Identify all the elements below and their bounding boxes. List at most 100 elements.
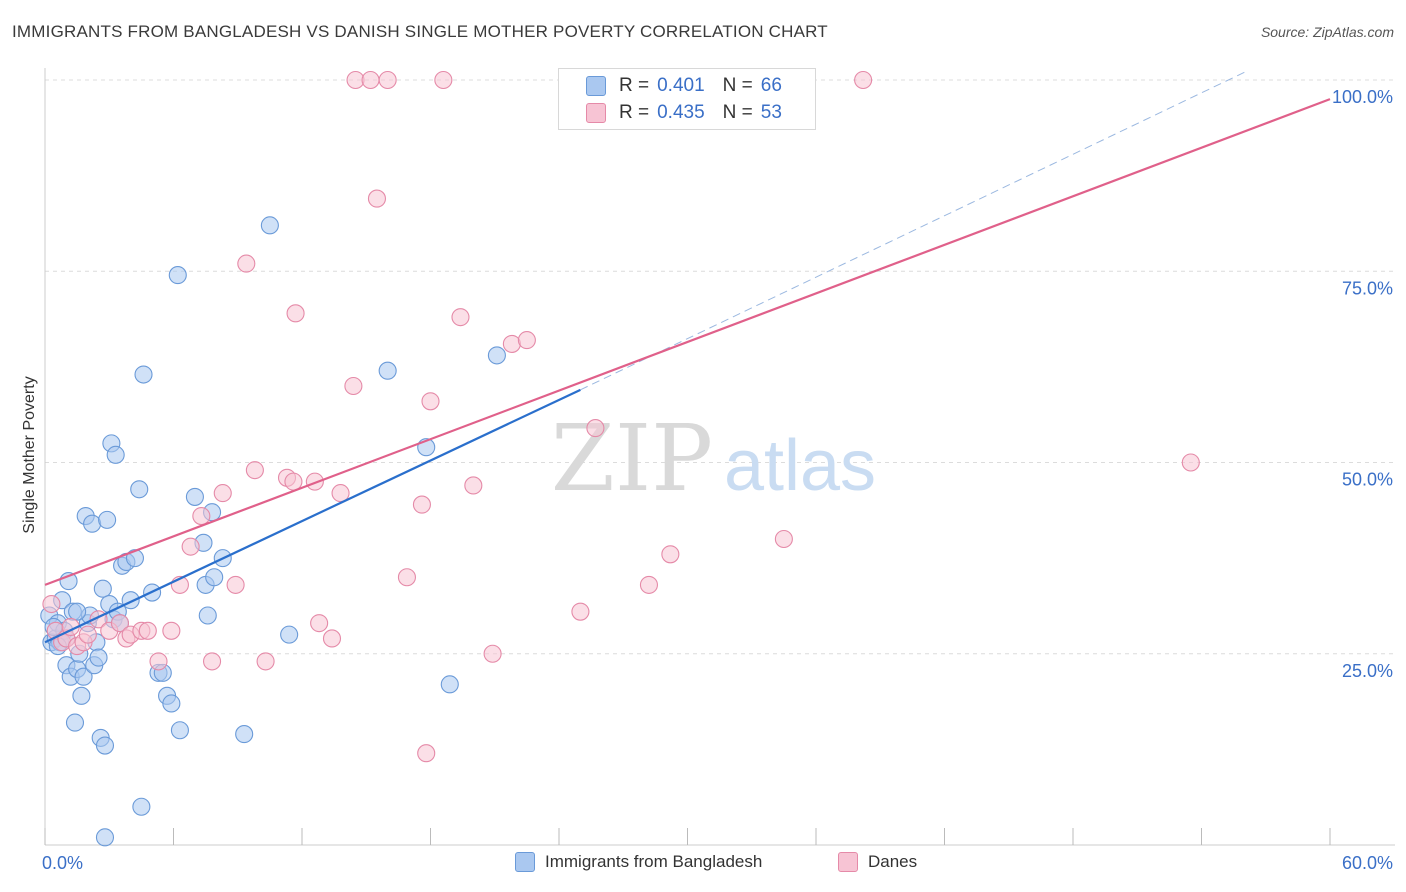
legend-swatch-pink <box>838 852 858 872</box>
bangladesh-point <box>134 365 153 384</box>
danes-point <box>361 70 380 90</box>
bangladesh-point <box>125 549 144 568</box>
danes-point <box>331 484 350 503</box>
danes-point <box>397 568 416 587</box>
legend-swatch-pink <box>586 103 606 123</box>
bangladesh-point <box>378 361 397 380</box>
danes-point <box>237 254 256 273</box>
legend-swatch-blue <box>586 76 606 96</box>
danes-point <box>256 652 275 671</box>
bangladesh-point <box>65 713 85 732</box>
bangladesh-point <box>98 510 117 529</box>
bangladesh-point <box>83 514 102 533</box>
danes-point <box>344 376 363 396</box>
legend-item-danes[interactable]: Danes <box>838 852 917 872</box>
legend-row-danes: R = 0.435 N = 53 <box>586 102 782 124</box>
source-label: Source: ZipAtlas.com <box>1260 24 1394 40</box>
trend-lines <box>44 71 1331 644</box>
bangladesh-point <box>235 725 254 744</box>
danes-point <box>286 304 305 323</box>
watermark-zip: ZIP <box>551 405 713 512</box>
danes-point <box>203 652 222 671</box>
danes-point <box>181 537 200 556</box>
danes-point <box>378 70 397 90</box>
y-tick-label: 50.0% <box>1342 470 1393 490</box>
bangladesh-trend-extension <box>580 71 1245 391</box>
y-tick-label: 25.0% <box>1342 661 1393 681</box>
bangladesh-point <box>93 579 112 598</box>
bangladesh-point <box>72 686 91 705</box>
legend-n-label: N = <box>722 102 753 123</box>
danes-point <box>412 495 431 514</box>
danes-point <box>322 629 342 648</box>
danes-point <box>1181 453 1200 472</box>
y-tick-label: 75.0% <box>1342 278 1393 298</box>
danes-point <box>854 70 873 90</box>
bangladesh-point <box>74 667 93 686</box>
bangladesh-point <box>440 675 459 694</box>
bangladesh-point <box>130 480 149 499</box>
legend-r-value: 0.401 <box>657 75 705 96</box>
correlation-legend: R = 0.401 N = 66 R = 0.435 N = 53 <box>558 68 816 130</box>
danes-point <box>517 331 536 350</box>
bangladesh-point <box>68 602 87 621</box>
danes-point <box>192 506 211 526</box>
legend-n-label: N = <box>722 75 753 96</box>
danes-point <box>245 461 264 480</box>
danes-point <box>586 419 605 438</box>
danes-point <box>305 472 324 491</box>
danes-point <box>367 189 387 208</box>
danes-point <box>42 594 61 614</box>
y-axis-label: Single Mother Poverty <box>21 376 38 534</box>
bangladesh-point <box>162 694 181 713</box>
legend-n-value: 66 <box>760 75 782 96</box>
bangladesh-point <box>260 216 279 235</box>
axes <box>44 68 1395 846</box>
danes-point <box>417 744 436 763</box>
danes-point <box>138 621 157 640</box>
y-tick-label: 100.0% <box>1332 87 1393 107</box>
danes-point <box>571 602 590 621</box>
danes-point <box>774 529 793 549</box>
bangladesh-point <box>198 606 217 625</box>
legend-r-label: R = <box>619 75 650 96</box>
danes-point <box>110 614 130 633</box>
bangladesh-point <box>185 487 204 506</box>
bangladesh-point <box>205 568 224 587</box>
bangladesh-point <box>106 445 125 464</box>
danes-point <box>78 625 97 644</box>
bangladesh-point <box>89 648 108 667</box>
danes-point <box>434 70 453 90</box>
series-legend: Immigrants from Bangladesh Danes <box>0 852 1406 878</box>
legend-swatch-blue <box>515 852 535 872</box>
danes-point <box>213 484 232 503</box>
bangladesh-point <box>487 346 506 365</box>
danes-trend-line <box>44 98 1331 586</box>
bangladesh-point <box>95 736 115 755</box>
legend-n-value: 53 <box>760 102 782 123</box>
danes-point <box>149 652 168 671</box>
danes-point <box>502 334 521 353</box>
danes-point <box>464 476 483 495</box>
bangladesh-trend-line <box>44 388 581 644</box>
chart-title: IMMIGRANTS FROM BANGLADESH VS DANISH SIN… <box>12 22 828 41</box>
x-tick-label: 0.0% <box>42 853 83 873</box>
danes-point <box>421 392 440 411</box>
bangladesh-point <box>95 828 115 847</box>
legend-label-bangladesh: Immigrants from Bangladesh <box>545 852 763 871</box>
tick-labels: 25.0% 50.0% 75.0% 100.0% 0.0% 60.0% <box>42 87 1393 873</box>
legend-row-bangladesh: R = 0.401 N = 66 <box>586 75 782 97</box>
legend-item-bangladesh[interactable]: Immigrants from Bangladesh <box>515 852 762 872</box>
danes-point <box>639 575 659 594</box>
danes-point <box>226 575 245 594</box>
legend-r-label: R = <box>619 102 650 123</box>
legend-label-danes: Danes <box>868 852 918 871</box>
danes-point <box>310 614 329 633</box>
danes-point <box>162 621 181 640</box>
danes-point <box>661 545 680 564</box>
bangladesh-point <box>280 625 299 644</box>
grid-lines <box>45 79 1395 655</box>
bangladesh-point <box>132 797 151 816</box>
danes-point <box>451 308 470 327</box>
x-tick-label: 60.0% <box>1342 853 1393 873</box>
